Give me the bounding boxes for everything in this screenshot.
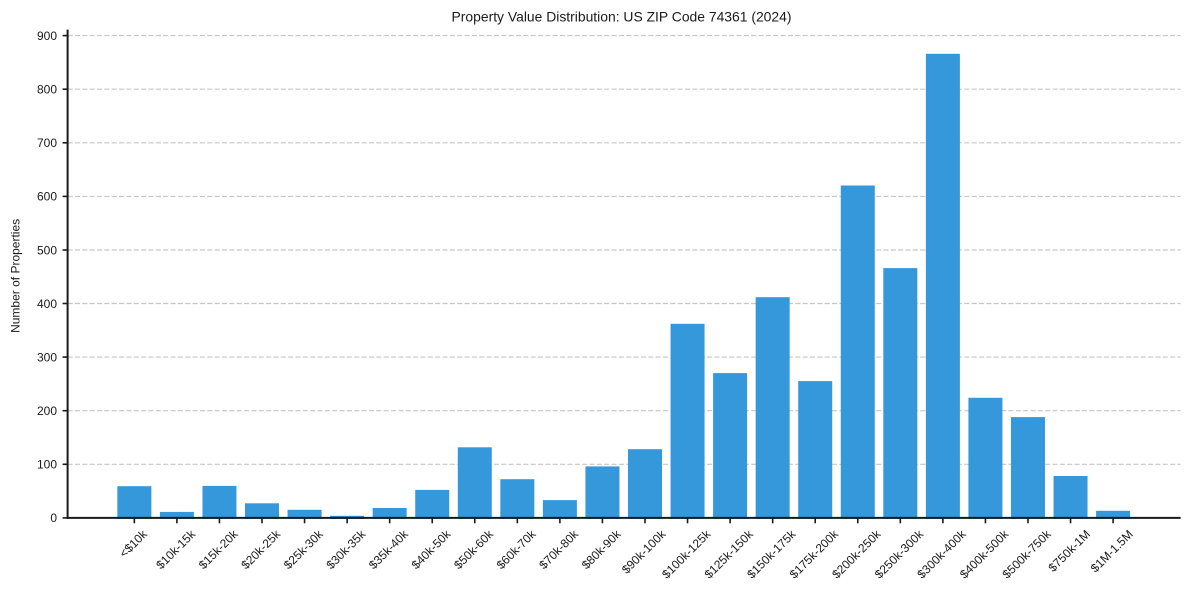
svg-text:Number of Properties: Number of Properties — [8, 219, 22, 333]
svg-text:800: 800 — [37, 83, 57, 97]
svg-text:100: 100 — [37, 458, 57, 472]
svg-text:900: 900 — [37, 29, 57, 43]
svg-text:Property Value Distribution: U: Property Value Distribution: US ZIP Code… — [452, 9, 792, 25]
svg-text:200: 200 — [37, 404, 57, 418]
svg-text:400: 400 — [37, 297, 57, 311]
svg-text:0: 0 — [50, 511, 57, 525]
svg-text:600: 600 — [37, 190, 57, 204]
svg-text:300: 300 — [37, 350, 57, 364]
svg-text:500: 500 — [37, 243, 57, 257]
svg-text:700: 700 — [37, 136, 57, 150]
